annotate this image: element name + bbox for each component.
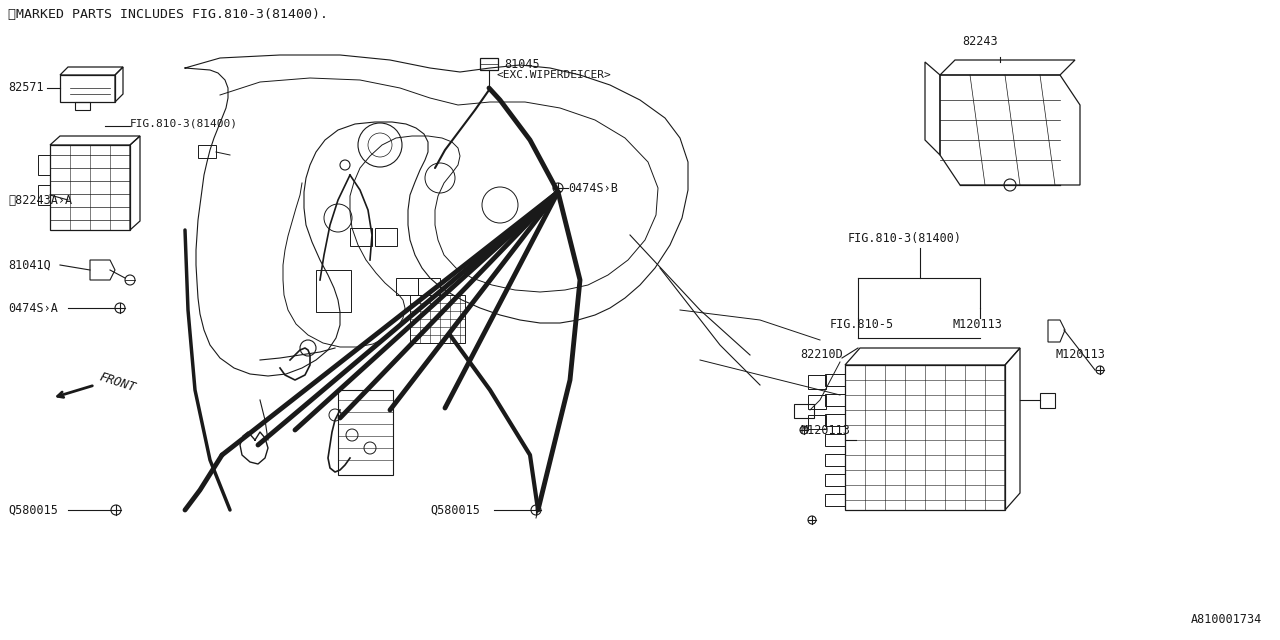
Text: <EXC.WIPERDEICER>: <EXC.WIPERDEICER>: [497, 70, 611, 80]
Text: 81045: 81045: [504, 58, 540, 71]
Bar: [338, 390, 393, 475]
Text: 82243: 82243: [963, 35, 998, 48]
Text: A810001734: A810001734: [1190, 613, 1262, 626]
Text: Q580015: Q580015: [8, 504, 58, 516]
Bar: [808, 375, 826, 389]
Text: Q580015: Q580015: [430, 504, 480, 516]
Text: M120113: M120113: [1055, 348, 1105, 361]
Text: M120113: M120113: [952, 318, 1002, 331]
Text: FIG.810-3(81400): FIG.810-3(81400): [131, 118, 238, 128]
Text: FIG.810-5: FIG.810-5: [829, 318, 895, 331]
Bar: [316, 270, 351, 312]
Text: 82210D: 82210D: [800, 348, 842, 361]
Text: FIG.810-3(81400): FIG.810-3(81400): [849, 232, 963, 245]
Bar: [808, 415, 826, 429]
Bar: [808, 395, 826, 409]
Bar: [349, 228, 372, 246]
Text: 0474S›A: 0474S›A: [8, 301, 58, 314]
Text: ※MARKED PARTS INCLUDES FIG.810-3(81400).: ※MARKED PARTS INCLUDES FIG.810-3(81400).: [8, 8, 328, 21]
Bar: [410, 295, 465, 343]
Bar: [375, 228, 397, 246]
Text: 81041Q: 81041Q: [8, 259, 51, 271]
Text: 0474S›B: 0474S›B: [568, 182, 618, 195]
Text: 82571: 82571: [8, 81, 44, 93]
Text: ※82243A›A: ※82243A›A: [8, 193, 72, 207]
Text: M120113: M120113: [800, 424, 850, 436]
Text: FRONT: FRONT: [99, 370, 138, 394]
